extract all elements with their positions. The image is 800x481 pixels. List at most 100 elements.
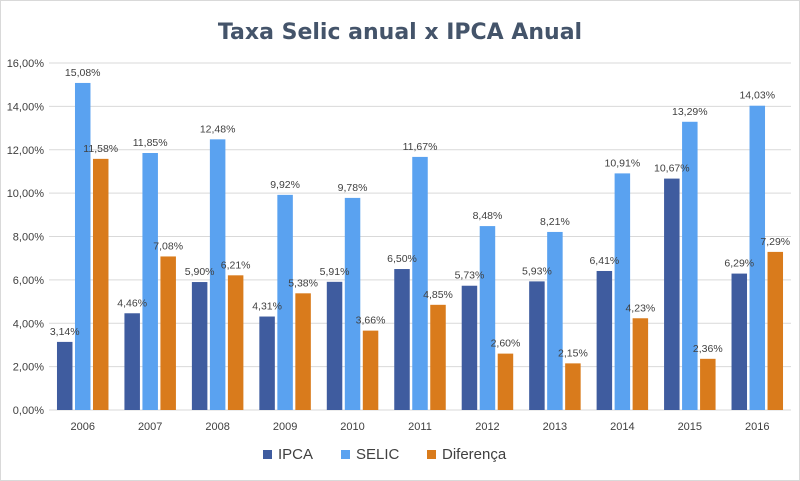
data-label: 4,85% bbox=[423, 289, 453, 301]
y-tick-label: 10,00% bbox=[7, 188, 45, 200]
bar-selic bbox=[142, 153, 158, 411]
bar-ipca bbox=[191, 282, 208, 410]
legend-swatch bbox=[263, 450, 272, 459]
bar-selic bbox=[547, 231, 563, 410]
data-label: 4,31% bbox=[252, 301, 282, 313]
data-label: 5,90% bbox=[185, 266, 215, 278]
legend-label: SELIC bbox=[356, 446, 400, 463]
legend-label: IPCA bbox=[278, 446, 313, 463]
bar-selic bbox=[412, 156, 428, 410]
data-label: 9,78% bbox=[338, 182, 368, 194]
bar-selic bbox=[74, 82, 91, 410]
x-tick-label: 2006 bbox=[70, 421, 94, 433]
data-label: 10,67% bbox=[654, 163, 690, 175]
data-label: 7,29% bbox=[760, 236, 790, 248]
data-label: 2,60% bbox=[491, 338, 521, 350]
bar-selic bbox=[682, 121, 698, 410]
bar-diferena bbox=[565, 363, 581, 410]
bar-diferena bbox=[295, 293, 311, 410]
bar-diferena bbox=[430, 304, 446, 410]
bar-ipca bbox=[124, 313, 140, 410]
bar-ipca bbox=[326, 281, 343, 410]
data-label: 4,23% bbox=[625, 302, 655, 314]
bar-diferena bbox=[92, 158, 109, 410]
x-tick-label: 2014 bbox=[610, 421, 634, 433]
x-tick-label: 2013 bbox=[543, 421, 567, 433]
x-tick-label: 2009 bbox=[273, 421, 297, 433]
legend: IPCA SELIC Diferença bbox=[263, 446, 507, 463]
data-label: 11,67% bbox=[403, 141, 438, 153]
data-label: 13,29% bbox=[672, 106, 708, 118]
y-tick-label: 14,00% bbox=[7, 101, 45, 113]
x-tick-label: 2008 bbox=[205, 421, 229, 433]
data-label: 9,92% bbox=[270, 179, 300, 191]
data-label: 6,21% bbox=[221, 259, 251, 271]
legend-swatch bbox=[427, 450, 436, 459]
data-label: 5,93% bbox=[522, 265, 552, 277]
data-label: 3,66% bbox=[356, 315, 386, 327]
data-label: 6,29% bbox=[724, 258, 754, 270]
y-tick-label: 12,00% bbox=[7, 145, 45, 157]
x-tick-label: 2012 bbox=[475, 421, 499, 433]
y-tick-label: 6,00% bbox=[13, 275, 44, 287]
bar-selic bbox=[344, 197, 361, 410]
data-label: 11,58% bbox=[83, 143, 118, 155]
y-tick-label: 2,00% bbox=[13, 362, 44, 374]
bar-ipca bbox=[259, 316, 275, 410]
data-label: 2,36% bbox=[693, 343, 723, 355]
data-label: 8,21% bbox=[540, 216, 570, 228]
legend-swatch bbox=[341, 450, 350, 459]
y-tick-label: 4,00% bbox=[13, 318, 44, 330]
bar-selic bbox=[749, 105, 766, 411]
bar-ipca bbox=[731, 273, 748, 410]
legend-label: Diferença bbox=[442, 446, 507, 463]
y-tick-label: 16,00% bbox=[7, 58, 45, 70]
data-label: 2,15% bbox=[558, 347, 588, 359]
data-label: 15,08% bbox=[65, 67, 101, 79]
data-label: 3,14% bbox=[50, 326, 80, 338]
bar-ipca bbox=[529, 281, 545, 410]
data-label: 11,85% bbox=[133, 137, 168, 149]
bar-diferena bbox=[767, 251, 784, 410]
x-tick-label: 2016 bbox=[745, 421, 769, 433]
data-label: 8,48% bbox=[473, 210, 503, 222]
x-tick-label: 2011 bbox=[408, 421, 432, 433]
bar-selic bbox=[614, 173, 631, 410]
bars bbox=[56, 82, 784, 411]
bar-diferena bbox=[700, 358, 716, 410]
data-labels: 3,14% 15,08% 11,58% 4,46% 11,85% 7,08% 5,90% 12… bbox=[50, 67, 790, 359]
bar-ipca bbox=[56, 341, 73, 410]
bar-diferena bbox=[227, 275, 244, 410]
x-tick-label: 2007 bbox=[138, 421, 162, 433]
bar-selic bbox=[277, 194, 293, 410]
bar-selic bbox=[479, 226, 496, 410]
y-axis: 0,00% 2,00% 4,00% 6,00% 8,00% 10,00% 12,00% 14,… bbox=[7, 58, 45, 417]
y-tick-label: 0,00% bbox=[13, 405, 44, 417]
bar-diferena bbox=[497, 353, 514, 410]
chart-title: Taxa Selic anual x IPCA Anual bbox=[218, 20, 582, 45]
bar-selic bbox=[209, 139, 226, 410]
x-tick-label: 2010 bbox=[340, 421, 364, 433]
bar-ipca bbox=[664, 178, 680, 410]
data-label: 5,91% bbox=[320, 266, 350, 278]
data-label: 12,48% bbox=[200, 123, 236, 135]
data-label: 4,46% bbox=[117, 297, 147, 309]
bar-diferena bbox=[632, 318, 649, 410]
y-tick-label: 8,00% bbox=[13, 232, 44, 244]
bar-diferena bbox=[160, 256, 176, 410]
x-tick-label: 2015 bbox=[678, 421, 702, 433]
data-label: 10,91% bbox=[605, 157, 641, 169]
bar-diferena bbox=[362, 330, 379, 410]
data-label: 5,73% bbox=[455, 270, 485, 282]
bar-ipca bbox=[461, 285, 478, 410]
bar-ipca bbox=[394, 269, 410, 410]
data-label: 7,08% bbox=[153, 240, 183, 252]
bar-ipca bbox=[596, 270, 613, 410]
data-label: 6,50% bbox=[387, 253, 417, 265]
data-label: 14,03% bbox=[739, 90, 775, 102]
data-label: 5,38% bbox=[288, 277, 318, 289]
data-label: 6,41% bbox=[589, 255, 619, 267]
x-axis: 2006 2007 2008 2009 2010 2011 2012 2013 2014 2015… bbox=[70, 421, 769, 433]
